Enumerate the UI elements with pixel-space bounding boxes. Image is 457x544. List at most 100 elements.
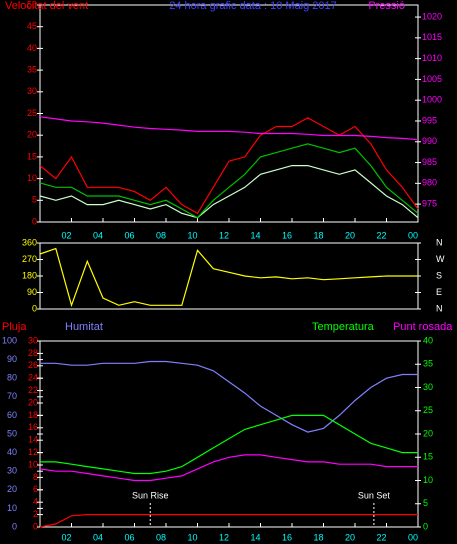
y-tick-label: 0 [32, 303, 37, 313]
y-tick-label: 25 [423, 405, 433, 415]
y-tick-label: 16 [28, 422, 38, 432]
y-tick-label: 20 [28, 397, 38, 407]
x-tick-label: 12 [219, 532, 229, 542]
x-tick-label: 08 [156, 532, 166, 542]
x-tick-label: 10 [187, 230, 197, 240]
y-tick-label: 1000 [422, 95, 442, 105]
y-tick-label: 35 [423, 359, 433, 369]
x-tick-label: 16 [282, 532, 292, 542]
x-tick-label: 08 [156, 230, 166, 240]
y-tick-label: 4 [33, 497, 38, 507]
y-tick-label: 45 [27, 21, 37, 31]
legend-label: Pluja [2, 321, 27, 333]
y-tick-label: 10 [423, 475, 433, 485]
series-line [40, 360, 418, 433]
x-tick-label: 10 [187, 532, 197, 542]
x-tick-label: 12 [219, 230, 229, 240]
y-tick-label: 360 [22, 237, 37, 247]
y-tick-label: 20 [27, 130, 37, 140]
y-tick-label: 10 [7, 503, 17, 513]
y-tick-label: 10 [27, 173, 37, 183]
y-tick-label: 1005 [422, 74, 442, 84]
y-tick-label: 20 [423, 428, 433, 438]
y-tick-label: 40 [423, 335, 433, 345]
series-line [39, 117, 419, 215]
y-tick-label: 35 [27, 64, 37, 74]
y-tick-label: 90 [27, 287, 37, 297]
y-tick-label: 50 [7, 428, 17, 438]
y-tick-label: 12 [28, 447, 38, 457]
y-tick-label: 26 [28, 360, 38, 370]
x-tick-label: 22 [376, 532, 386, 542]
y-tick-label: 8 [33, 472, 38, 482]
x-tick-label: 14 [250, 532, 260, 542]
x-tick-label: 02 [61, 230, 71, 240]
x-tick-label: 22 [376, 230, 386, 240]
y-tick-label: 0 [423, 521, 428, 531]
y-tick-label: 70 [7, 391, 17, 401]
y-tick-label: 24 [28, 373, 38, 383]
y-tick-label: 10 [28, 459, 38, 469]
x-tick-label: 14 [250, 230, 260, 240]
y-tick-label: 0 [33, 521, 38, 531]
y-tick-label: 985 [422, 157, 437, 167]
y2-axis-label: Pressió [368, 0, 405, 12]
x-tick-label: 06 [124, 230, 134, 240]
y-tick-label: 990 [422, 136, 437, 146]
annotation: Sun Rise [132, 490, 169, 500]
series-line [39, 514, 418, 528]
chart-title: 24 hora grafic data : 10 Maig 2017 [169, 0, 337, 12]
y-tick-label: 100 [2, 335, 17, 345]
x-tick-label: 18 [313, 230, 323, 240]
y-tick-label: 30 [7, 466, 17, 476]
y-tick-label: 5 [32, 195, 37, 205]
x-tick-label: 18 [313, 532, 323, 542]
legend-label: Temperatura [312, 321, 375, 333]
y-tick-label: 60 [7, 410, 17, 420]
y-tick-label: 15 [423, 452, 433, 462]
y-tick-label: 40 [27, 43, 37, 53]
series-line [39, 165, 419, 219]
series-line [40, 414, 418, 475]
x-tick-label: 04 [93, 230, 103, 240]
y-tick-label: 0 [32, 216, 37, 226]
plot-frame [39, 242, 419, 310]
x-tick-label: 20 [345, 532, 355, 542]
y-tick-label: E [436, 287, 442, 297]
y-tick-label: 30 [28, 335, 38, 345]
y-tick-label: 40 [7, 447, 17, 457]
y-tick-label: 980 [422, 178, 437, 188]
y-tick-label: 270 [22, 254, 37, 264]
y-tick-label: W [436, 254, 445, 264]
y-tick-label: 5 [423, 498, 428, 508]
x-tick-label: 04 [93, 532, 103, 542]
y-tick-label: 6 [33, 484, 38, 494]
y-tick-label: 22 [28, 385, 38, 395]
y-tick-label: 1020 [422, 11, 442, 21]
y-tick-label: 1010 [422, 53, 442, 63]
y-tick-label: 90 [7, 354, 17, 364]
annotation: Sun Set [358, 490, 391, 500]
series-line [39, 247, 418, 308]
x-tick-label: 16 [282, 230, 292, 240]
y-tick-label: 2 [33, 509, 38, 519]
y-tick-label: 180 [22, 270, 37, 280]
series-line [39, 116, 419, 141]
y-tick-label: S [436, 270, 442, 280]
y-tick-label: 28 [28, 348, 38, 358]
legend-label: Punt rosada [393, 321, 453, 333]
y-tick-label: 20 [7, 484, 17, 494]
series-line [39, 454, 418, 482]
x-tick-label: 06 [124, 532, 134, 542]
y-tick-label: 30 [423, 382, 433, 392]
legend-label: Humitat [65, 321, 103, 333]
plot-frame [39, 4, 419, 223]
y-tick-label: 30 [27, 86, 37, 96]
y-tick-label: 15 [27, 151, 37, 161]
x-tick-label: 02 [61, 532, 71, 542]
y-axis-label: Velocitat del vent [5, 0, 88, 12]
y-tick-label: 50 [27, 0, 37, 9]
y-tick-label: 25 [27, 108, 37, 118]
